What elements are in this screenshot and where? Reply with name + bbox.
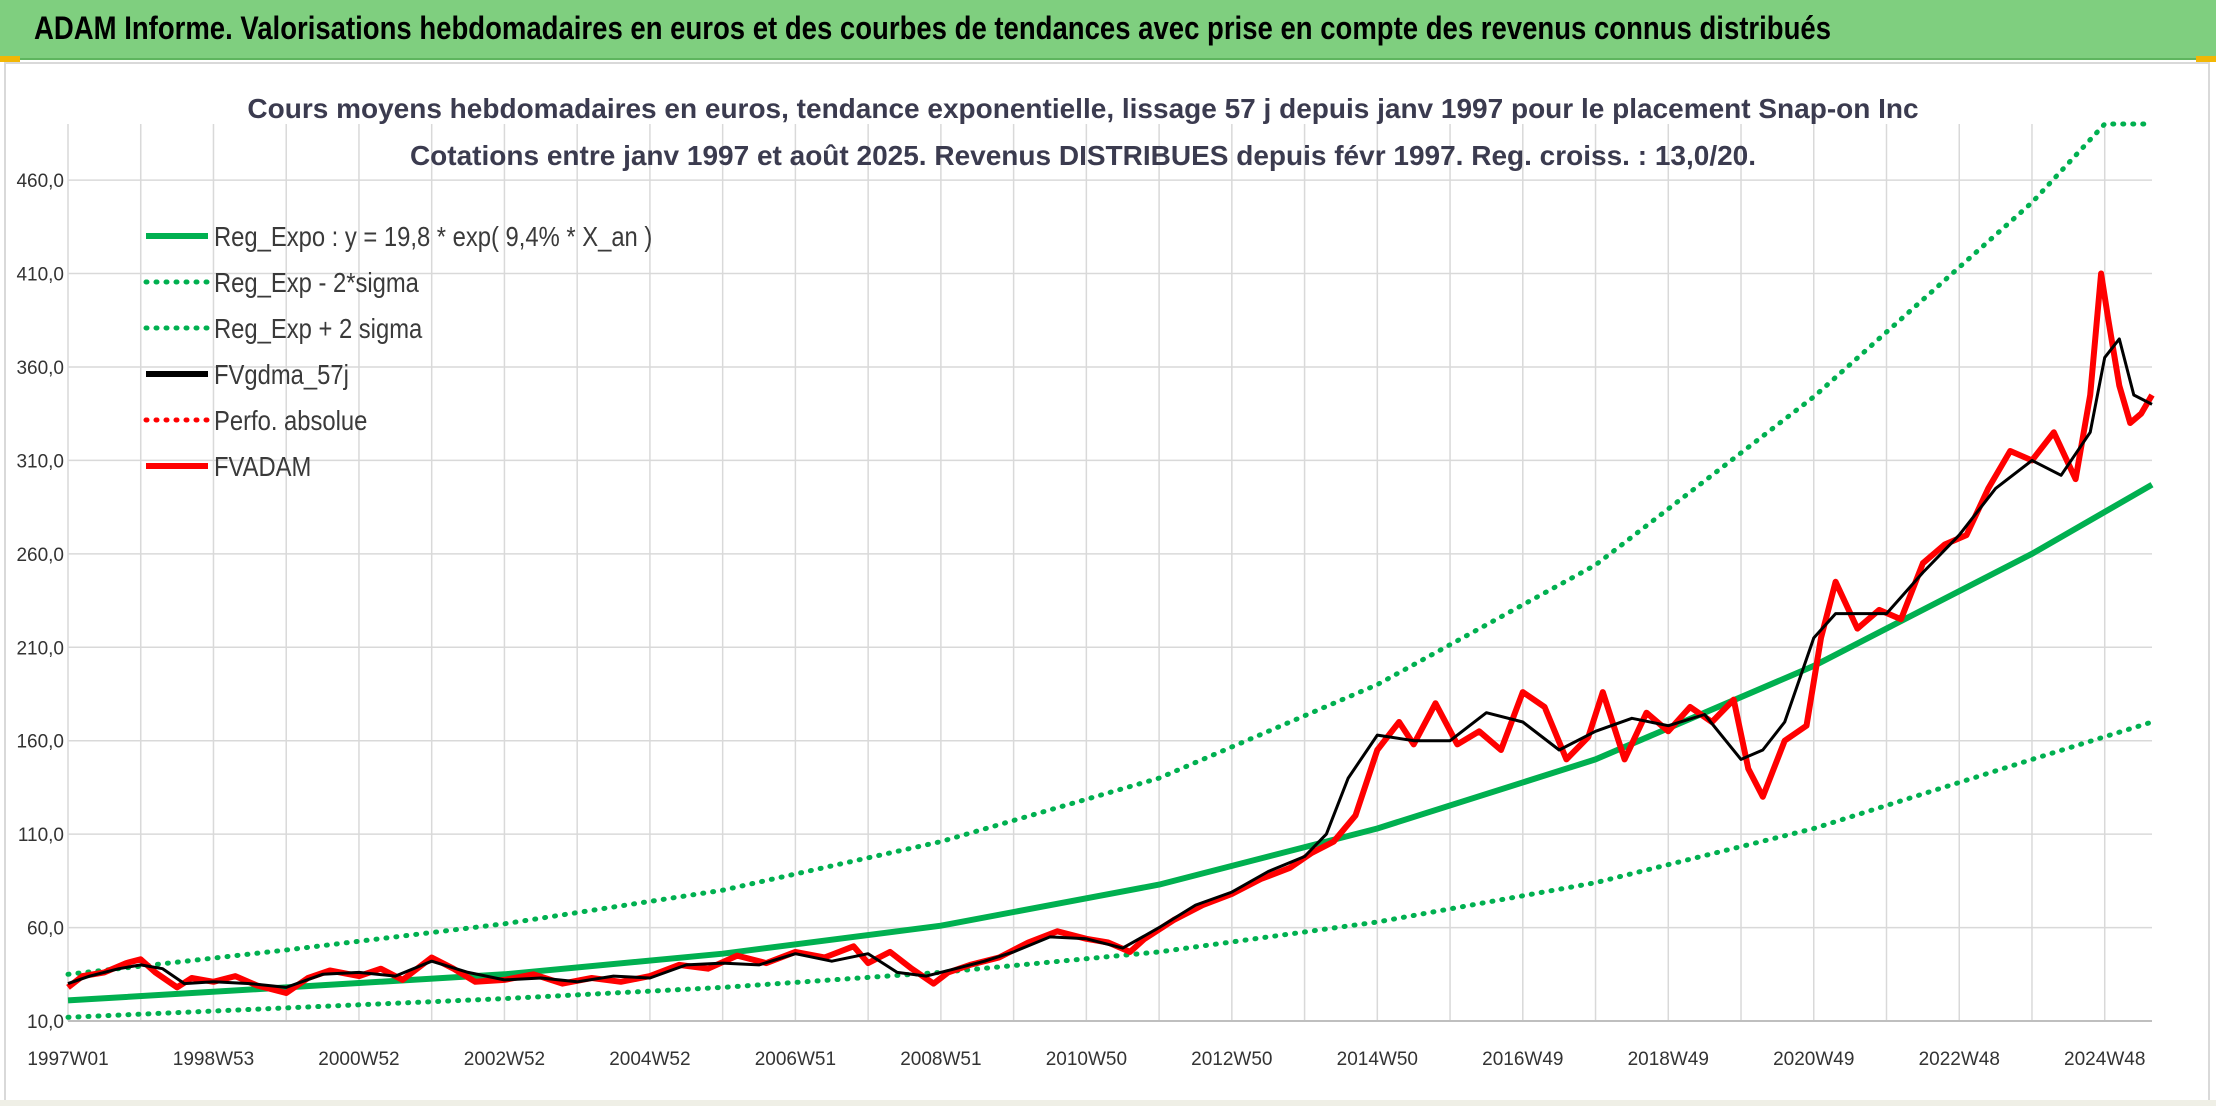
x-tick-label: 2012W50 [1191, 1049, 1272, 1070]
legend-label: Reg_Exp - 2*sigma [214, 266, 419, 298]
x-tick-label: 1997W01 [27, 1049, 108, 1070]
x-tick-label: 2016W49 [1482, 1049, 1563, 1070]
x-axis: 1997W01 1998W53 2000W52 2002W52 2004W52 2006W… [27, 1049, 2145, 1070]
x-tick-label: 2004W52 [609, 1049, 690, 1070]
y-axis: 10,0 60,0 110,0 160,0 210,0 260,0 310,0 360,0 41… [16, 171, 64, 1033]
legend-label: FVgdma_57j [214, 358, 349, 390]
y-tick-label: 460,0 [16, 171, 64, 192]
grid [67, 124, 2152, 1022]
legend-label: Reg_Exp + 2 sigma [214, 312, 423, 344]
y-tick-label: 360,0 [16, 358, 64, 379]
series-line-0 [67, 482, 2154, 1004]
legend-label: Reg_Expo : y = 19,8 * exp( 9,4% * X_an ) [214, 220, 652, 252]
x-tick-label: 2020W49 [1773, 1049, 1854, 1070]
x-tick-label: 2008W51 [900, 1049, 981, 1070]
y-tick-label: 210,0 [16, 638, 64, 659]
chart-subtitle: Cotations entre janv 1997 et août 2025. … [410, 140, 1756, 171]
y-tick-label: 310,0 [16, 451, 64, 472]
y-tick-label: 160,0 [16, 732, 64, 753]
legend-label: Perfo. absolue [214, 404, 367, 436]
x-tick-label: 2014W50 [1337, 1049, 1418, 1070]
series-layer [65, 121, 2155, 1020]
report-header: ADAM Informe. Valorisations hebdomadaire… [0, 0, 2216, 60]
x-tick-label: 2000W52 [318, 1049, 399, 1070]
series-line-1 [65, 719, 2155, 1020]
y-tick-label: 410,0 [16, 265, 64, 286]
x-tick-label: 2010W50 [1046, 1049, 1127, 1070]
corner-accent-left [0, 56, 20, 62]
y-tick-label: 10,0 [27, 1012, 64, 1033]
corner-accent-right [2196, 56, 2216, 62]
series-line-2 [65, 121, 2155, 977]
x-tick-label: 2006W51 [755, 1049, 836, 1070]
bottom-strip [0, 1100, 2216, 1106]
y-tick-label: 60,0 [27, 919, 64, 940]
series-line-3 [67, 337, 2153, 989]
x-tick-label: 1998W53 [173, 1049, 254, 1070]
legend-label: FVADAM [214, 450, 311, 482]
y-tick-label: 110,0 [18, 825, 64, 846]
x-tick-label: 2024W48 [2064, 1049, 2145, 1070]
legend: Reg_Expo : y = 19,8 * exp( 9,4% * X_an )… [143, 220, 652, 482]
chart-title: Cours moyens hebdomadaires en euros, ten… [247, 93, 1918, 124]
x-tick-label: 2018W49 [1628, 1049, 1709, 1070]
y-tick-label: 260,0 [16, 545, 64, 566]
x-tick-label: 2022W48 [1919, 1049, 2000, 1070]
x-tick-label: 2002W52 [464, 1049, 545, 1070]
series-line-5 [66, 270, 2155, 996]
report-title: ADAM Informe. Valorisations hebdomadaire… [34, 10, 1831, 46]
